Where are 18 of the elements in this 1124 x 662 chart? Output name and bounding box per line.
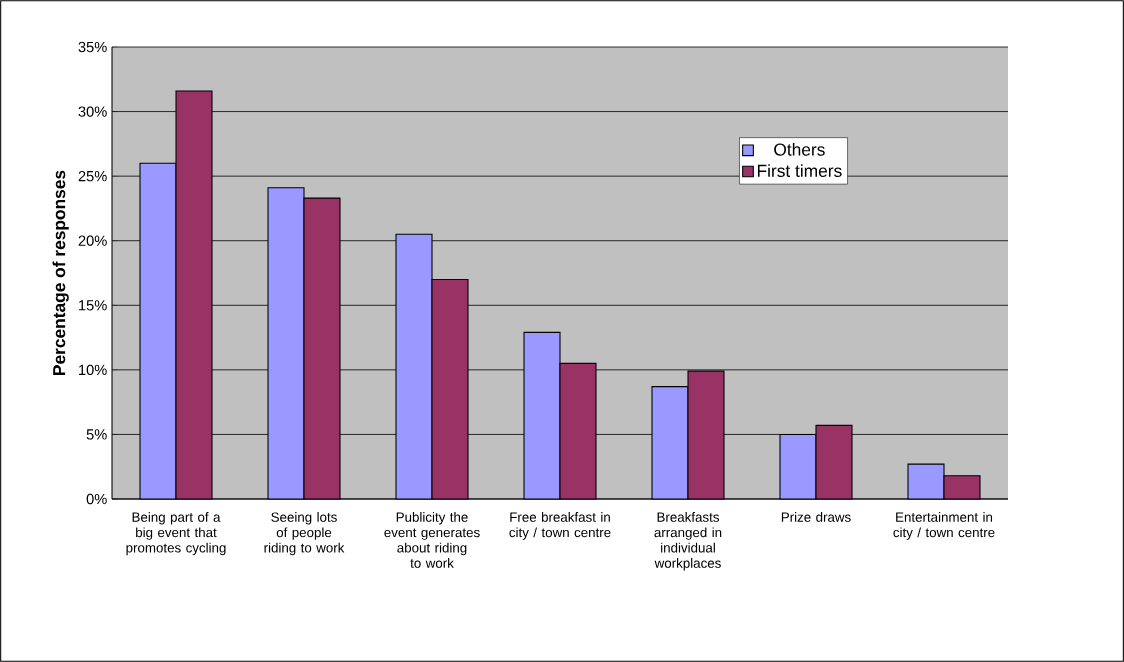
y-tick-label: 0% (86, 493, 107, 505)
y-tick-label: 25% (78, 170, 107, 182)
x-tick-label: Breakfasts arranged in individual workplaces (654, 512, 722, 571)
y-tick-label: 30% (78, 106, 107, 117)
x-tick-label: Being part of a big event that promotes cycling (126, 512, 226, 556)
y-tick-label: 35% (78, 41, 107, 53)
y-tick-label: 15% (79, 300, 107, 311)
x-tick-label: Seeing lots of people riding to work (264, 512, 345, 556)
y-axis-title: Percentage of responses (52, 170, 69, 375)
x-tick-label: Prize draws (781, 512, 851, 522)
y-tick-label: 20% (78, 235, 107, 246)
x-tick-label: Publicity the event generates about riding to work (384, 512, 480, 568)
x-tick-label: Free breakfast in city / town centre (509, 512, 611, 540)
x-tick-label: Entertainment in city / town centre (893, 512, 995, 540)
legend-label: Others (774, 142, 825, 156)
legend-label: First timers (757, 164, 842, 177)
y-tick-label: 5% (86, 429, 107, 440)
y-tick-label: 10% (79, 364, 107, 376)
